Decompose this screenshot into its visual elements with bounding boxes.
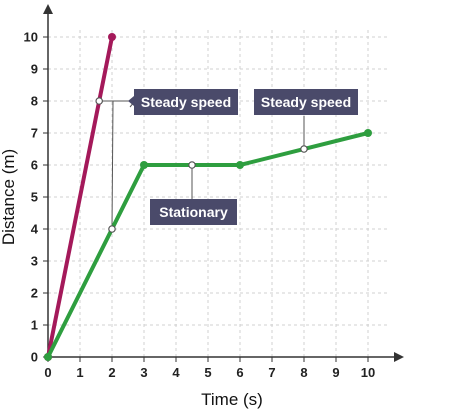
x-tick-label: 0 [44,365,51,380]
y-tick-label: 2 [31,286,38,301]
callout-box [254,89,358,115]
series-line [46,131,370,359]
callout-pointer [128,96,134,106]
y-tick-labels: 0 1 2 3 4 5 6 7 8 9 10 [24,30,39,365]
y-axis-label: Distance (m) [0,149,18,245]
x-tick-label: 2 [108,365,115,380]
callout-label: Stationary [159,204,228,220]
y-tick-label: 3 [31,254,38,269]
callout-anchor-point [108,225,116,233]
series-lines [44,33,372,361]
callout-box [134,89,238,115]
callouts: Steady speed Stationary Steady speed [128,89,358,225]
y-axis-arrow [43,4,53,14]
y-tick-label: 1 [31,318,38,333]
x-tick-label: 10 [361,365,375,380]
y-tick-label: 5 [31,190,38,205]
callout: Steady speed [134,89,238,115]
data-point [236,161,244,169]
x-axis-arrow [394,352,404,362]
data-point [44,353,52,361]
x-tick-label: 9 [332,365,339,380]
series-line [46,35,114,359]
callout-anchor-point [300,145,308,153]
x-tick-label: 6 [236,365,243,380]
grid [48,27,388,357]
y-tick-label: 6 [31,158,38,173]
x-tick-label: 3 [140,365,147,380]
x-tick-label: 1 [76,365,83,380]
y-tick-label: 9 [31,62,38,77]
x-tick-label: 4 [172,365,180,380]
x-axis-label: Time (s) [201,390,263,409]
y-tick-label: 10 [24,30,38,45]
callout: Stationary [150,199,237,225]
callout: Steady speed [254,89,358,115]
x-tick-label: 7 [268,365,275,380]
y-tick-label: 4 [31,222,39,237]
x-tick-labels: 0 1 2 3 4 5 6 7 8 9 10 [44,365,375,380]
y-tick-label: 7 [31,126,38,141]
callout-box [150,199,237,225]
callout-anchor-point [188,161,196,169]
callout-anchor-point [95,97,104,105]
callout-label: Steady speed [141,94,231,110]
x-tick-label: 8 [300,365,307,380]
callout-label: Steady speed [261,94,351,110]
y-tick-label: 8 [31,94,38,109]
y-tick-label: 0 [31,350,38,365]
axes [43,4,404,362]
data-point [140,161,148,169]
data-point [108,33,116,41]
x-tick-label: 5 [204,365,211,380]
leader-line [111,100,130,230]
data-point [364,129,372,137]
